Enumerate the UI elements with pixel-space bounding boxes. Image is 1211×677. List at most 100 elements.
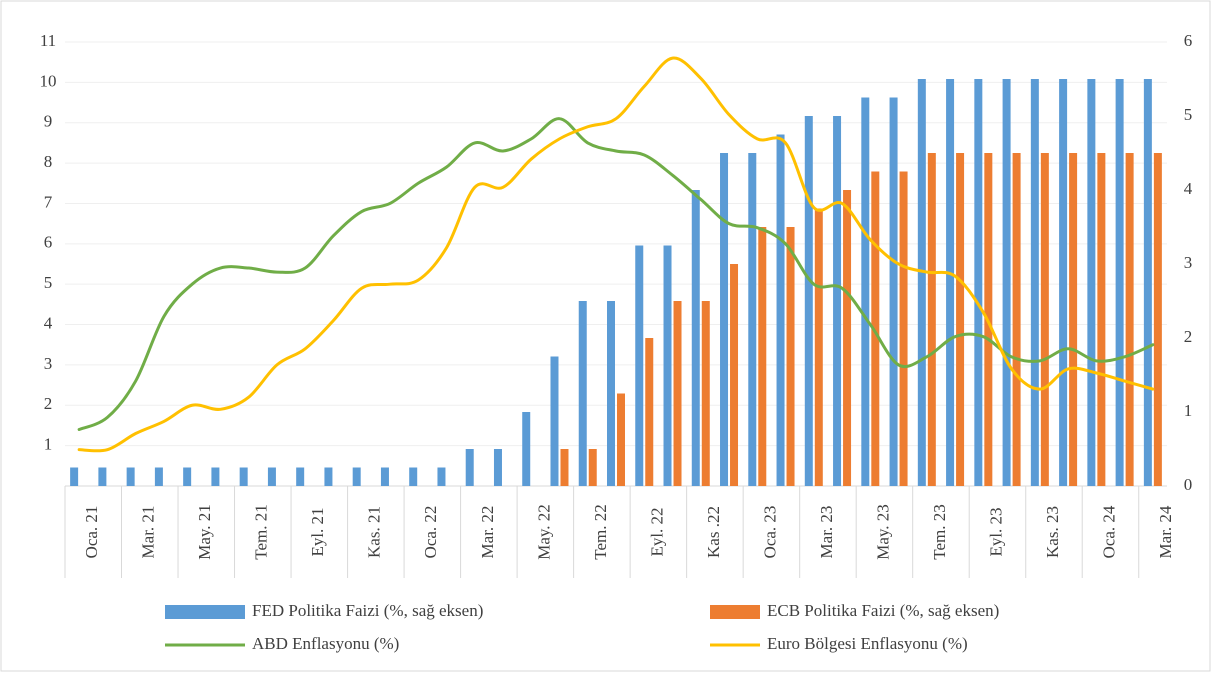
bar bbox=[617, 393, 625, 486]
bar bbox=[98, 467, 107, 486]
bar bbox=[352, 467, 361, 486]
y-tick-label: 8 bbox=[44, 152, 53, 171]
x-tick-label: Kas. 21 bbox=[365, 506, 384, 558]
x-tick-label: Eyl. 22 bbox=[647, 507, 666, 556]
bar bbox=[380, 467, 389, 486]
bar bbox=[814, 208, 823, 486]
bar bbox=[946, 79, 955, 486]
bar bbox=[748, 153, 757, 486]
line-series bbox=[77, 56, 1155, 453]
x-tick-label: May. 21 bbox=[195, 504, 214, 560]
legend-label: ECB Politika Faizi (%, sağ eksen) bbox=[767, 601, 999, 620]
x-tick-label: Tem. 22 bbox=[591, 504, 610, 559]
x-tick-label: Oca. 24 bbox=[1099, 505, 1118, 558]
y-tick-label: 4 bbox=[44, 313, 53, 332]
bar bbox=[607, 301, 615, 486]
bar bbox=[239, 467, 248, 486]
x-tick-label: Mar. 24 bbox=[1156, 505, 1175, 558]
bar bbox=[833, 116, 842, 486]
bar bbox=[437, 467, 446, 486]
x-tick-label: May. 22 bbox=[534, 504, 553, 560]
y2-tick-label: 5 bbox=[1184, 105, 1193, 124]
bar bbox=[635, 245, 644, 486]
bar bbox=[701, 301, 710, 486]
bar bbox=[691, 190, 700, 486]
y-tick-label: 2 bbox=[44, 394, 53, 413]
bar bbox=[1143, 79, 1152, 486]
y-tick-label: 5 bbox=[44, 273, 53, 292]
bar bbox=[522, 412, 531, 486]
x-tick-label: Mar. 23 bbox=[817, 506, 836, 559]
y2-tick-label: 1 bbox=[1184, 401, 1193, 420]
bar bbox=[1125, 153, 1134, 486]
bar bbox=[296, 467, 305, 486]
bar bbox=[720, 153, 729, 486]
y-tick-label: 6 bbox=[44, 233, 53, 252]
bar bbox=[974, 79, 983, 486]
bar bbox=[1012, 153, 1021, 486]
x-tick-label: Kas. 23 bbox=[1043, 506, 1062, 558]
bar bbox=[1040, 153, 1049, 486]
legend-label: FED Politika Faizi (%, sağ eksen) bbox=[252, 601, 483, 620]
bar bbox=[409, 467, 418, 486]
y2-tick-label: 3 bbox=[1184, 253, 1193, 272]
bar bbox=[645, 338, 654, 486]
y-tick-label: 11 bbox=[40, 31, 56, 50]
bar bbox=[1002, 79, 1011, 486]
bar bbox=[1087, 79, 1096, 486]
y2-tick-label: 0 bbox=[1184, 475, 1193, 494]
bar bbox=[956, 153, 965, 486]
bar bbox=[1030, 79, 1039, 486]
bar bbox=[211, 467, 220, 486]
bar bbox=[843, 190, 852, 486]
bar bbox=[550, 356, 559, 486]
x-tick-label: Tem. 23 bbox=[930, 504, 949, 559]
bar bbox=[324, 467, 333, 486]
bar bbox=[465, 449, 474, 486]
bar bbox=[1059, 79, 1068, 486]
bar bbox=[861, 97, 870, 486]
bar bbox=[804, 116, 813, 486]
x-tick-label: Eyl. 21 bbox=[308, 507, 327, 556]
y-tick-label: 7 bbox=[44, 192, 53, 211]
bar bbox=[267, 467, 276, 486]
bar bbox=[588, 449, 597, 486]
legend-label: Euro Bölgesi Enflasyonu (%) bbox=[767, 634, 968, 653]
legend-label: ABD Enflasyonu (%) bbox=[252, 634, 399, 653]
legend-swatch bbox=[710, 605, 760, 619]
bar bbox=[183, 467, 192, 486]
x-tick-label: Mar. 22 bbox=[478, 506, 497, 559]
y-tick-label: 9 bbox=[44, 112, 53, 131]
bar bbox=[673, 301, 682, 486]
bar bbox=[1097, 153, 1106, 486]
x-tick-label: Tem. 21 bbox=[252, 504, 271, 559]
bar bbox=[663, 245, 672, 486]
y2-tick-label: 6 bbox=[1184, 31, 1193, 50]
x-tick-label: Oca. 21 bbox=[82, 506, 101, 559]
bar bbox=[917, 79, 926, 486]
x-tick-label: Oca. 23 bbox=[760, 506, 779, 559]
bar bbox=[871, 171, 880, 486]
bar bbox=[776, 134, 785, 486]
x-tick-label: Eyl. 23 bbox=[986, 507, 1005, 556]
bar bbox=[889, 97, 898, 486]
bar bbox=[786, 227, 795, 486]
bar bbox=[560, 449, 569, 486]
y2-tick-label: 2 bbox=[1184, 327, 1193, 346]
y-tick-label: 3 bbox=[44, 354, 53, 373]
x-tick-label: Kas .22 bbox=[704, 506, 723, 558]
bar bbox=[899, 171, 908, 486]
x-tick-label: Oca. 22 bbox=[421, 506, 440, 559]
bar bbox=[730, 264, 739, 486]
y-tick-label: 10 bbox=[40, 71, 57, 90]
bar bbox=[758, 227, 767, 486]
line-series bbox=[77, 117, 1155, 431]
y2-tick-label: 4 bbox=[1184, 179, 1193, 198]
x-tick-label: May. 23 bbox=[873, 504, 892, 560]
bar bbox=[1115, 79, 1124, 486]
legend-swatch bbox=[165, 605, 245, 619]
bar bbox=[70, 467, 79, 486]
y-tick-label: 1 bbox=[44, 435, 53, 454]
bar bbox=[126, 467, 135, 486]
